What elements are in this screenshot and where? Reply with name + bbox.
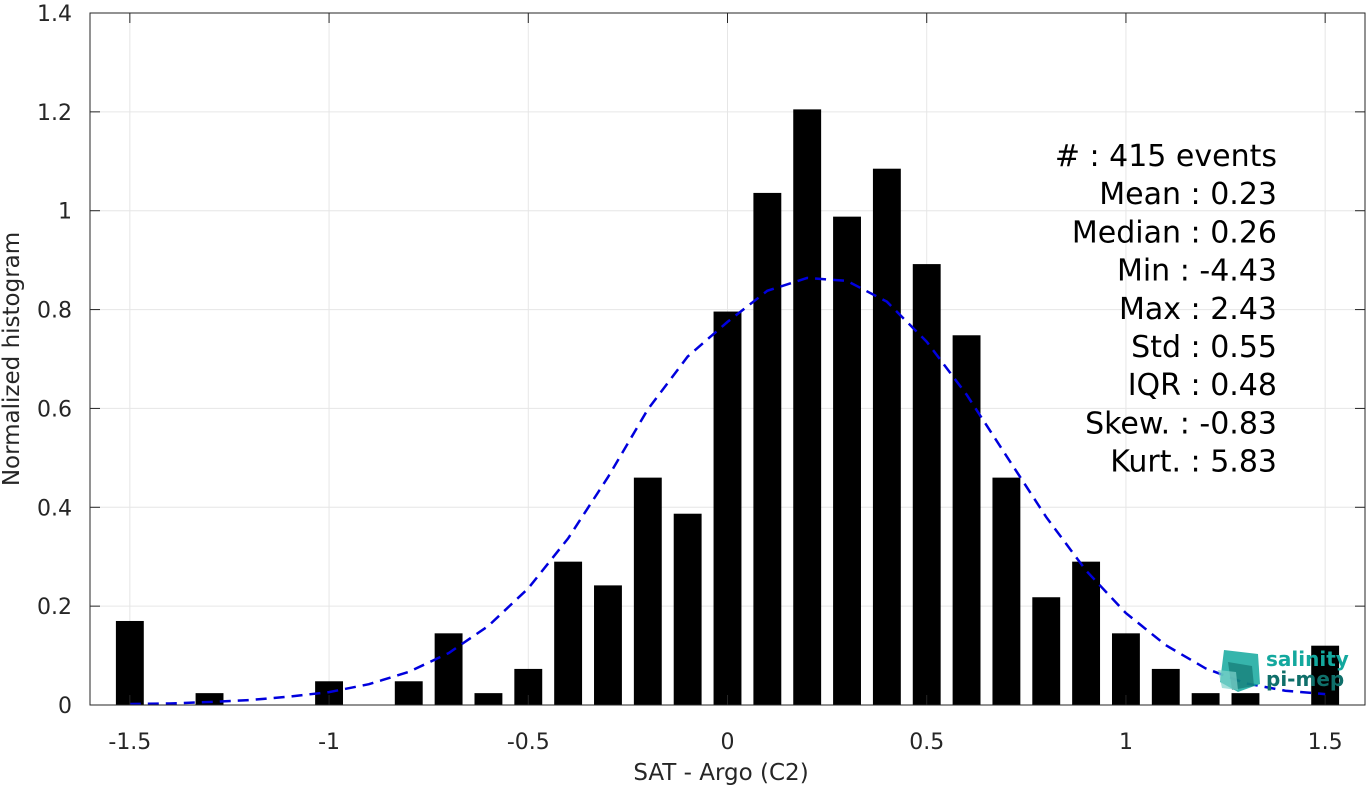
y-tick-label: 1: [58, 200, 72, 225]
y-tick-label: 1.2: [37, 101, 72, 126]
stat-line: IQR : 0.48: [1128, 368, 1277, 403]
stat-line: Max : 2.43: [1119, 292, 1277, 327]
x-tick-label: -1: [318, 730, 340, 755]
x-tick-label: 0: [721, 730, 735, 755]
histogram-bar: [195, 693, 224, 705]
histogram-bar: [673, 513, 702, 705]
histogram-bar: [793, 109, 822, 705]
logo-text-salinity: salinity: [1266, 647, 1349, 671]
stat-line: Median : 0.26: [1072, 215, 1277, 250]
histogram-bar: [115, 620, 144, 705]
histogram-bar: [912, 264, 941, 705]
normal-fit-curve: [129, 276, 1326, 706]
histogram-bar: [1231, 693, 1260, 705]
histogram-bar: [833, 216, 861, 705]
histogram-bars: [115, 109, 1340, 706]
x-tick-label: 1.5: [1308, 730, 1343, 755]
x-tick-label: 0.5: [909, 730, 944, 755]
histogram-bar: [394, 681, 423, 705]
x-tick-label: -1.5: [108, 730, 151, 755]
y-tick-label: 0.6: [37, 397, 72, 422]
histogram-bar: [952, 335, 981, 705]
histogram-bar: [633, 477, 662, 705]
x-axis-ticks: -1.5 -1 -0.5 0 0.5 1 1.5: [108, 13, 1343, 755]
y-tick-label: 0.8: [37, 299, 72, 324]
histogram-bar: [1032, 597, 1061, 705]
y-tick-label: 0.2: [37, 595, 72, 620]
x-axis-label: SAT - Argo (C2): [633, 760, 808, 786]
histogram-bar: [713, 311, 742, 705]
histogram-bar: [872, 168, 901, 705]
histogram-bar: [1191, 693, 1220, 705]
histogram-bar: [992, 477, 1021, 705]
histogram-bar: [554, 561, 583, 705]
stat-line: Skew. : -0.83: [1085, 406, 1277, 441]
stat-line: # : 415 events: [1055, 139, 1277, 174]
stat-line: Std : 0.55: [1131, 330, 1277, 365]
histogram-bar: [753, 192, 782, 706]
x-tick-label: -0.5: [507, 730, 550, 755]
y-tick-label: 0.4: [37, 496, 72, 521]
stat-line: Kurt. : 5.83: [1110, 445, 1277, 480]
histogram-bar: [594, 585, 622, 705]
salinity-pi-mep-logo: salinity pi-mep: [1218, 647, 1349, 692]
stat-line: Mean : 0.23: [1099, 177, 1277, 212]
x-tick-label: 1: [1119, 730, 1133, 755]
y-axis-label: Normalized histogram: [0, 232, 25, 486]
histogram-bar: [1111, 633, 1140, 705]
histogram-bar: [474, 693, 503, 705]
stat-line: Min : -4.43: [1117, 254, 1277, 289]
logo-text-pi-mep: pi-mep: [1266, 667, 1344, 691]
histogram-bar: [434, 633, 463, 705]
y-axis-ticks: 0 0.2 0.4 0.6 0.8 1 1.2 1.4: [37, 2, 1365, 719]
histogram-bar: [1072, 561, 1101, 705]
histogram-bar: [1151, 668, 1180, 705]
y-tick-label: 0: [58, 694, 72, 719]
logo-globe-icon: [1218, 650, 1260, 692]
y-tick-label: 1.4: [37, 2, 72, 27]
